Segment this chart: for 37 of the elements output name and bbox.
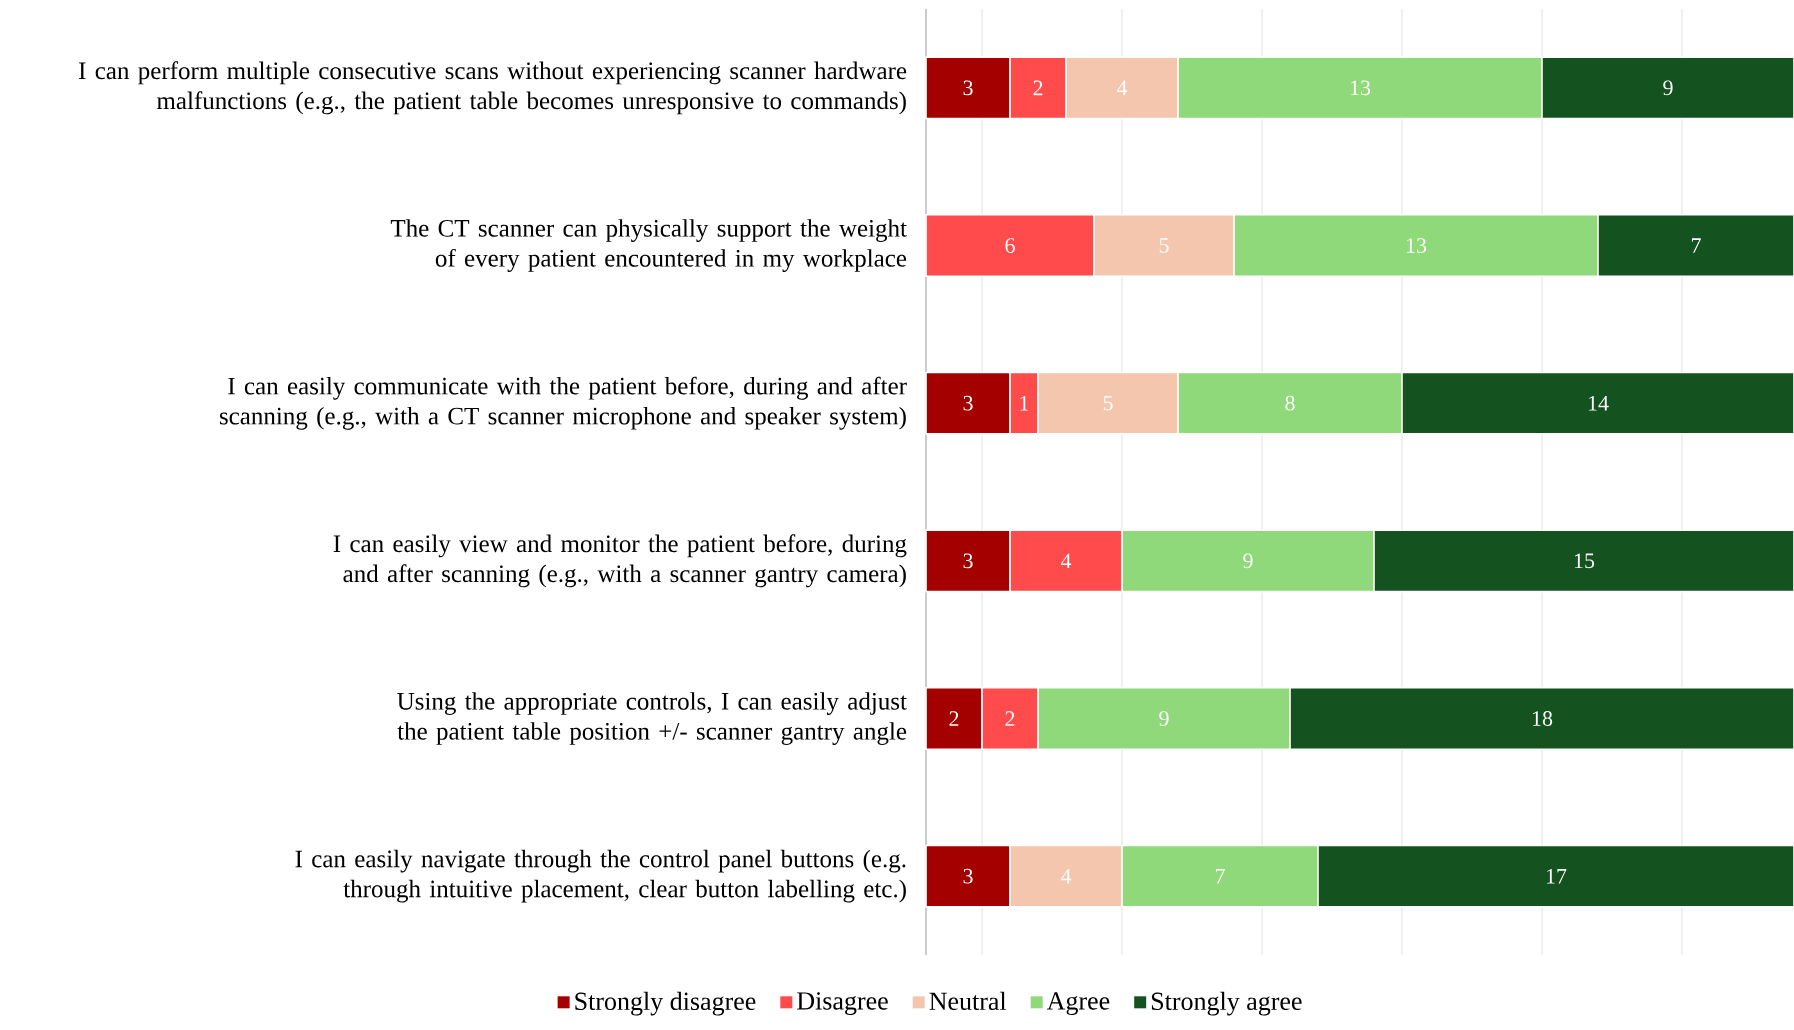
y-tick-label: I can easily navigate through the control panel buttons (e.g. through intuitive placement, clear button labelling etc.) bbox=[295, 849, 906, 903]
data-label: 9 bbox=[1663, 80, 1673, 96]
data-label: 3 bbox=[963, 395, 973, 411]
data-label: 9 bbox=[1159, 711, 1169, 726]
data-label: 4 bbox=[1116, 80, 1128, 96]
data-label: 3 bbox=[963, 80, 973, 96]
y-tick-label: I can perform multiple consecutive scans without experiencing scanner hardware malfunctions (e.g., the patient table becomes unresponsive to commands) bbox=[79, 61, 907, 115]
y-tick-label: The CT scanner can physically support the weight of every patient encountered in my workplace bbox=[390, 219, 907, 272]
data-label: 6 bbox=[1005, 238, 1015, 253]
y-tick-label: I can easily communicate with the patient before, during and after scanning (e.g., with a CT scanner microphone and speaker system) bbox=[219, 376, 907, 430]
data-label: 2 bbox=[949, 711, 959, 726]
legend-label: Disagree bbox=[797, 992, 888, 1016]
data-label: 15 bbox=[1574, 553, 1595, 569]
data-label: 13 bbox=[1406, 238, 1427, 253]
data-label: 9 bbox=[1243, 553, 1253, 569]
data-label: 2 bbox=[1033, 80, 1043, 96]
data-label: 17 bbox=[1546, 868, 1567, 884]
data-label: 3 bbox=[963, 868, 973, 884]
data-label: 14 bbox=[1588, 395, 1609, 411]
legend-label: Agree bbox=[1046, 992, 1110, 1016]
data-label: 3 bbox=[963, 553, 973, 569]
data-label: 5 bbox=[1103, 395, 1113, 411]
legend-label: Neutral bbox=[929, 991, 1007, 1011]
y-tick-label: I can easily view and monitor the patient before, during and after scanning (e.g., with a scanner gantry camera) bbox=[333, 534, 907, 588]
y-tick-label: Using the appropriate controls, I can easily adjust the patient table position +/- scanner gantry angle bbox=[397, 692, 907, 745]
data-label: 8 bbox=[1285, 395, 1295, 411]
data-label: 18 bbox=[1532, 711, 1553, 726]
data-label: 7 bbox=[1691, 238, 1701, 253]
data-label: 2 bbox=[1005, 711, 1015, 726]
data-label: 4 bbox=[1060, 868, 1072, 884]
data-label: 7 bbox=[1215, 868, 1225, 884]
data-label: 1 bbox=[1020, 395, 1029, 411]
data-label: 4 bbox=[1060, 553, 1072, 569]
data-label: 13 bbox=[1350, 80, 1371, 96]
legend-label: Strongly agree bbox=[1151, 991, 1302, 1016]
legend-label: Strongly disagree bbox=[575, 991, 756, 1016]
data-label: 5 bbox=[1159, 238, 1169, 253]
